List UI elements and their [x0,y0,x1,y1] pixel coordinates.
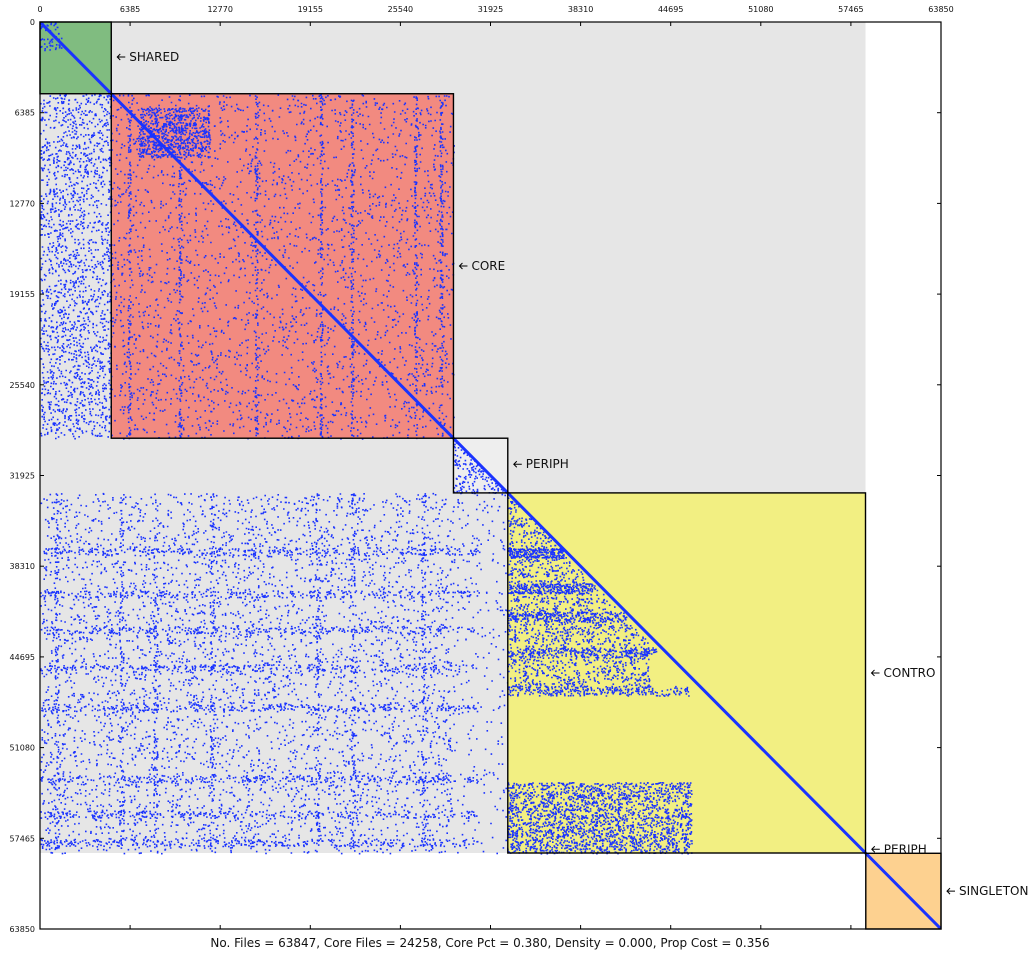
x-tick-label: 12770 [207,5,232,14]
block-labels: SHARED CORE PERIPH CONTRO PERIPH SINGLETON [116,50,1028,898]
dependency-dots [40,22,941,929]
y-tick-label: 63850 [10,925,35,934]
white-region [865,22,941,854]
block-label-control: CONTRO [884,666,936,680]
x-tick-label: 31925 [478,5,503,14]
block-label-singleton: SINGLETON [959,884,1028,898]
x-tick-label: 6385 [120,5,140,14]
x-tick-label: 0 [37,5,42,14]
block-label-periph: PERIPH [884,842,927,856]
block-control-border [507,492,867,854]
x-tick-label: 63850 [928,5,953,14]
y-tick-label: 44695 [10,653,35,662]
x-tick-label: 57465 [838,5,863,14]
block-label-arrow [946,887,955,895]
block-core-border [110,93,455,439]
block-label-arrow [458,262,468,270]
y-tick-label: 57465 [10,834,35,843]
block-label-periph: PERIPH [526,457,569,471]
x-tick-label: 44695 [658,5,683,14]
block-label-shared: SHARED [129,50,179,64]
axis-ticks: 0 6385 12770 19155 25540 31925 38310 44695 51080… [10,5,954,934]
y-tick-label: 19155 [10,290,35,299]
x-tick-label: 25540 [388,5,413,14]
white-regions [40,22,941,929]
y-tick-label: 51080 [10,744,35,753]
x-tick-label: 19155 [298,5,323,14]
y-tick-label: 12770 [10,199,35,208]
y-tick-label: 25540 [10,381,35,390]
block-label-arrow [871,845,880,853]
y-tick-label: 6385 [15,109,35,118]
x-tick-label: 51080 [748,5,773,14]
y-tick-label: 31925 [10,472,35,481]
dependency-dot-cloud [40,22,693,855]
chart-caption: No. Files = 63847, Core Files = 24258, C… [210,936,769,950]
block-label-arrow [870,669,880,677]
block-periph-border [452,437,509,494]
diagonal-line [40,22,941,929]
block-label-arrow [116,53,126,61]
white-region [40,853,866,929]
x-tick-label: 38310 [568,5,593,14]
y-tick-label: 38310 [10,562,35,571]
block-label-arrow [513,460,522,468]
y-tick-label: 0 [30,18,35,27]
block-label-core: CORE [471,259,505,273]
